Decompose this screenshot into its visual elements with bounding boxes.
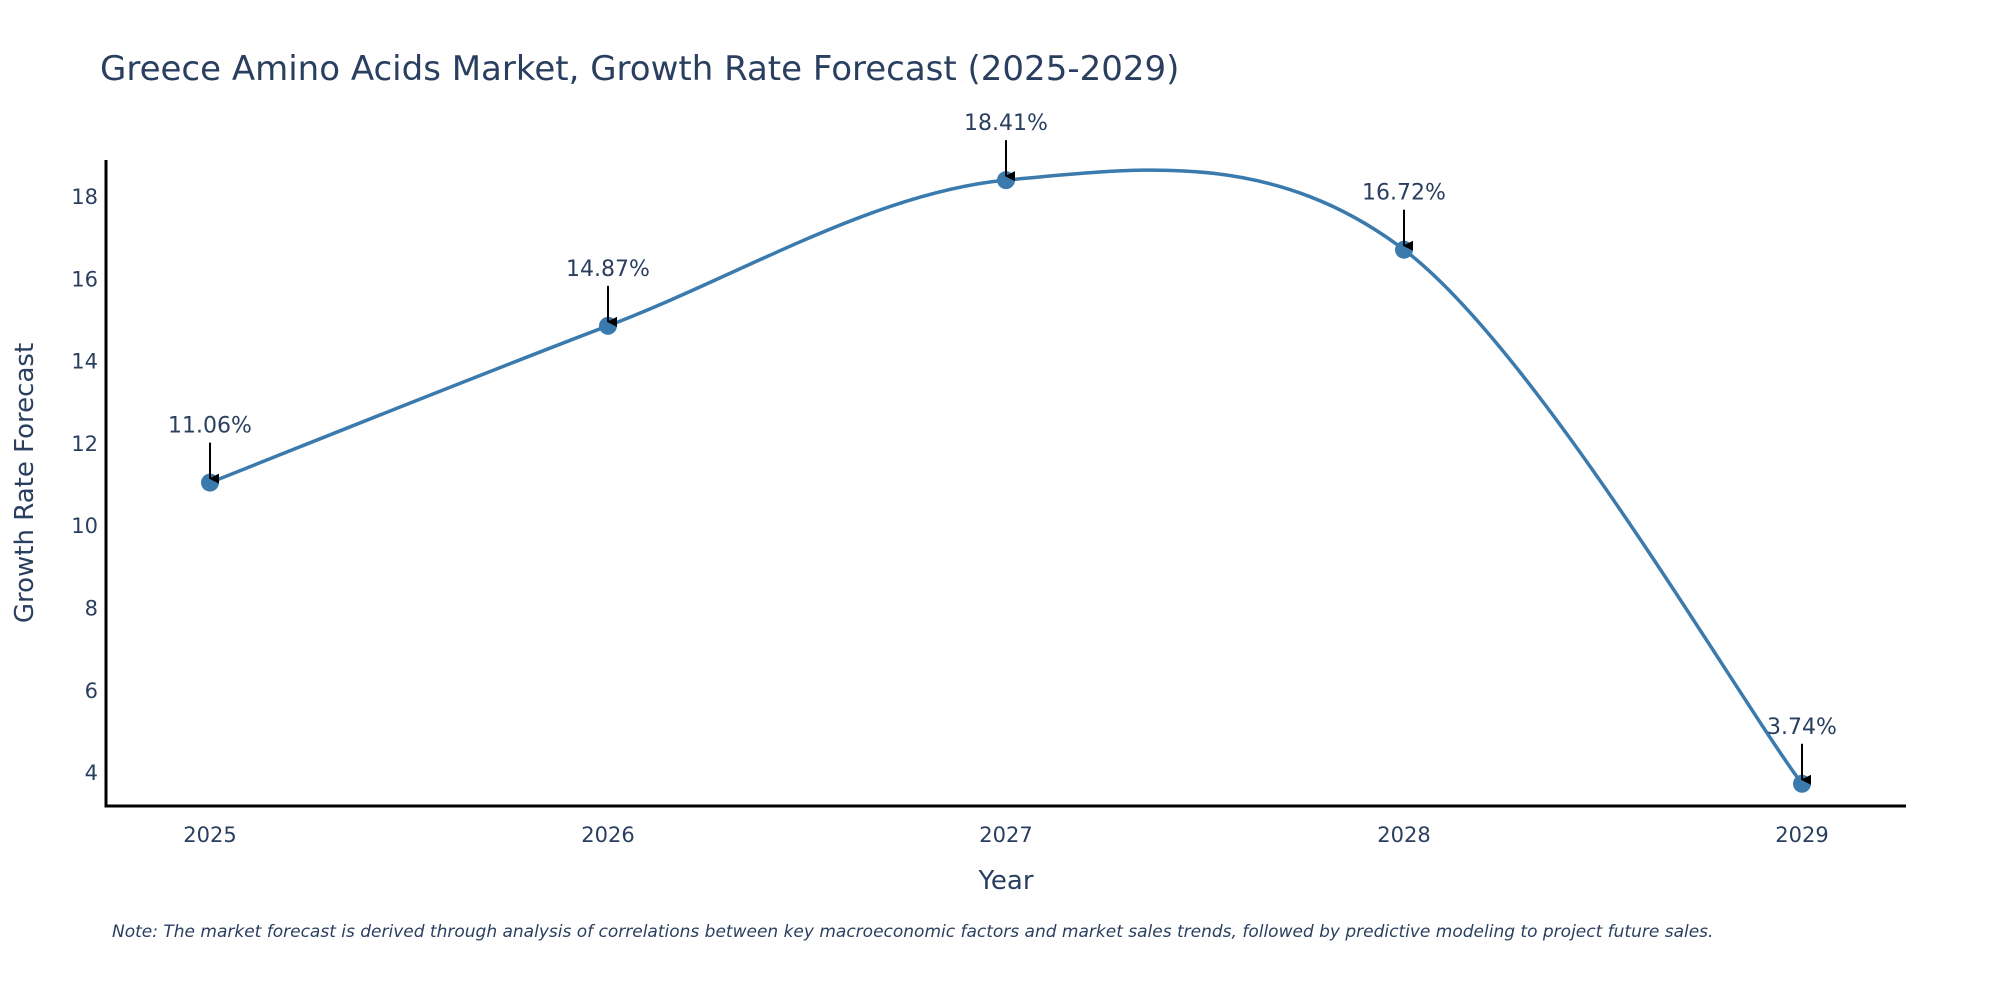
- x-tick-label: 2028: [1377, 823, 1430, 847]
- series-line: [209, 168, 1804, 785]
- data-label: 14.87%: [566, 257, 650, 282]
- data-label: 16.72%: [1362, 181, 1446, 206]
- y-tick-label: 4: [85, 761, 98, 785]
- chart-note: Note: The market forecast is derived thr…: [112, 922, 1713, 942]
- x-tick-label: 2025: [183, 823, 236, 847]
- y-tick-label: 16: [71, 267, 98, 291]
- data-label: 3.74%: [1767, 715, 1837, 740]
- y-axis-title: Growth Rate Forecast: [10, 343, 40, 623]
- data-label: 11.06%: [168, 414, 252, 439]
- y-tick-label: 6: [85, 679, 98, 703]
- data-points: [201, 171, 1811, 793]
- x-tick-label: 2029: [1775, 823, 1828, 847]
- y-tick-label: 14: [71, 350, 98, 374]
- x-tick-label: 2027: [979, 823, 1032, 847]
- y-tick-label: 8: [85, 596, 98, 620]
- y-axis-ticks: 4 6 8 10 12 14 16 18: [71, 185, 98, 785]
- data-annotations: 11.06% 14.87% 18.41% 16.72% 3.74%: [168, 111, 1837, 785]
- x-axis-title: Year: [977, 866, 1033, 896]
- y-tick-label: 18: [71, 185, 98, 209]
- y-tick-label: 10: [71, 514, 98, 538]
- y-tick-label: 12: [71, 432, 98, 456]
- chart-title: Greece Amino Acids Market, Growth Rate F…: [100, 49, 1179, 89]
- x-axis-ticks: 2025 2026 2027 2028 2029: [183, 823, 1828, 847]
- data-label: 18.41%: [964, 111, 1048, 136]
- x-tick-label: 2026: [581, 823, 634, 847]
